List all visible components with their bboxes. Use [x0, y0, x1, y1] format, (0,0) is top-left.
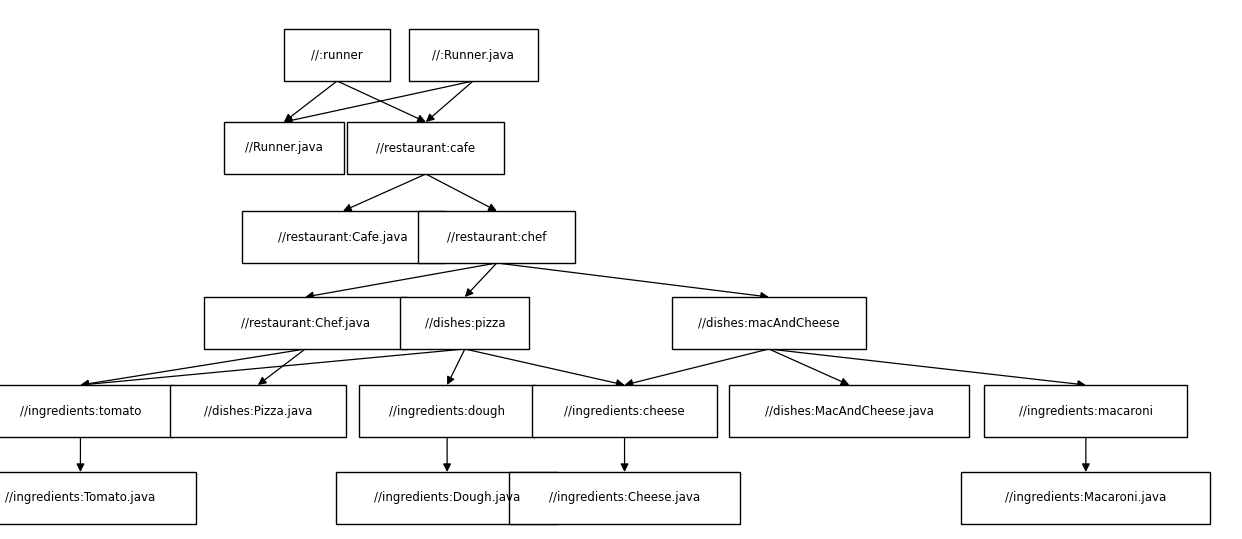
Bar — [509, 472, 740, 524]
Bar — [985, 385, 1187, 437]
Bar — [0, 385, 173, 437]
Text: //dishes:macAndCheese: //dishes:macAndCheese — [698, 316, 840, 329]
Bar — [204, 297, 406, 349]
Text: //:Runner.java: //:Runner.java — [432, 49, 514, 61]
Bar — [170, 385, 345, 437]
Bar — [241, 211, 445, 263]
Bar — [533, 385, 717, 437]
Bar — [400, 297, 529, 349]
Text: //restaurant:chef: //restaurant:chef — [447, 231, 546, 244]
Bar — [419, 211, 575, 263]
Text: //dishes:MacAndCheese.java: //dishes:MacAndCheese.java — [765, 404, 934, 418]
Text: //ingredients:Dough.java: //ingredients:Dough.java — [374, 492, 520, 505]
Bar — [729, 385, 969, 437]
Text: //restaurant:Cafe.java: //restaurant:Cafe.java — [278, 231, 407, 244]
Text: //restaurant:Chef.java: //restaurant:Chef.java — [241, 316, 370, 329]
Bar — [409, 29, 538, 81]
Bar — [961, 472, 1211, 524]
Text: //ingredients:Tomato.java: //ingredients:Tomato.java — [5, 492, 155, 505]
Text: //ingredients:dough: //ingredients:dough — [389, 404, 505, 418]
Text: //dishes:pizza: //dishes:pizza — [425, 316, 505, 329]
Bar — [672, 297, 866, 349]
Text: //:runner: //:runner — [312, 49, 363, 61]
Bar — [348, 122, 504, 174]
Text: //dishes:Pizza.java: //dishes:Pizza.java — [204, 404, 312, 418]
Bar — [337, 472, 558, 524]
Bar — [359, 385, 535, 437]
Text: //ingredients:cheese: //ingredients:cheese — [564, 404, 684, 418]
Text: //restaurant:cafe: //restaurant:cafe — [376, 142, 476, 155]
Text: //ingredients:Macaroni.java: //ingredients:Macaroni.java — [1005, 492, 1166, 505]
Bar — [0, 472, 196, 524]
Text: //ingredients:tomato: //ingredients:tomato — [20, 404, 142, 418]
Bar — [224, 122, 344, 174]
Text: //ingredients:Cheese.java: //ingredients:Cheese.java — [549, 492, 700, 505]
Text: //Runner.java: //Runner.java — [245, 142, 323, 155]
Text: //ingredients:macaroni: //ingredients:macaroni — [1018, 404, 1153, 418]
Bar — [284, 29, 390, 81]
